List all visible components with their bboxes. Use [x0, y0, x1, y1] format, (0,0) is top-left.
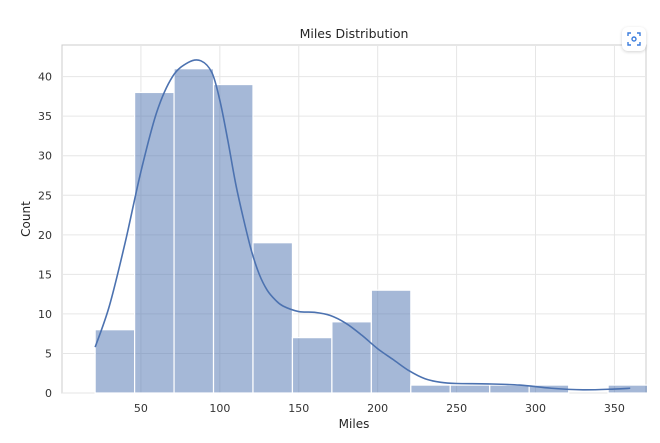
histogram-bar: [134, 91, 175, 394]
histogram-bar: [173, 68, 215, 394]
y-tick-label: 0: [45, 387, 52, 400]
y-tick-label: 30: [38, 150, 52, 163]
chart-title: Miles Distribution: [300, 26, 409, 41]
x-tick-labels: 50 100 150 200 250 300 350: [134, 402, 625, 415]
kde-curve: [94, 59, 631, 391]
histogram-bar: [94, 329, 136, 394]
bars: [94, 68, 649, 394]
y-tick-label: 10: [38, 308, 52, 321]
x-tick-label: 150: [288, 402, 309, 415]
y-tick-label: 40: [38, 71, 52, 84]
y-tick-label: 5: [45, 347, 52, 360]
x-tick-label: 100: [209, 402, 230, 415]
x-axis-label: Miles: [339, 417, 370, 431]
y-tick-label: 15: [38, 268, 52, 281]
x-tick-label: 50: [134, 402, 148, 415]
histogram-bar: [410, 384, 451, 394]
y-axis-label: Count: [19, 201, 33, 237]
histogram-bar: [489, 384, 530, 394]
x-tick-label: 350: [604, 402, 625, 415]
histogram-bar: [252, 242, 294, 394]
histogram-bar: [212, 83, 254, 394]
y-tick-label: 25: [38, 189, 52, 202]
histogram-bar: [291, 337, 333, 394]
x-tick-label: 250: [446, 402, 467, 415]
y-tick-label: 35: [38, 110, 52, 123]
y-tick-label: 20: [38, 229, 52, 242]
histogram-bar: [449, 384, 491, 394]
histogram-bar: [370, 289, 412, 394]
x-tick-label: 300: [525, 402, 546, 415]
histogram-bar: [331, 321, 372, 394]
x-tick-label: 200: [367, 402, 388, 415]
scan-icon: [627, 32, 641, 46]
scan-icon-button[interactable]: [622, 27, 646, 51]
y-tick-labels: 0 5 10 15 20 25 30 35 40: [38, 71, 52, 400]
